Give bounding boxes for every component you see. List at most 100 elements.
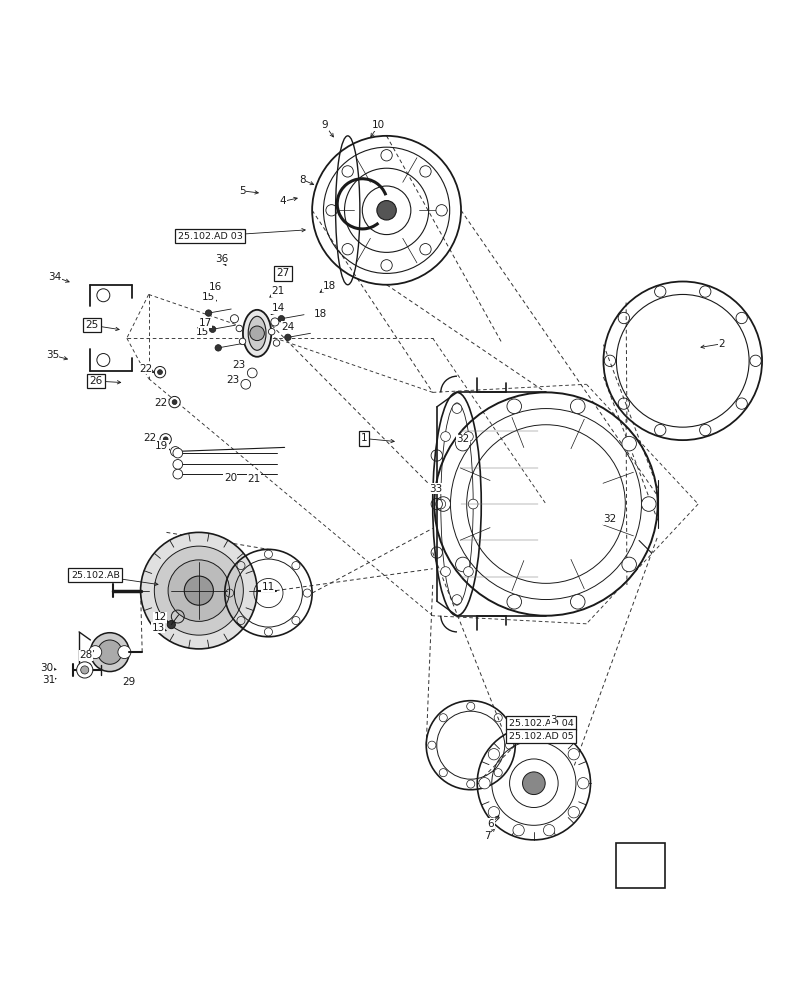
- Circle shape: [487, 749, 499, 760]
- Circle shape: [570, 399, 584, 414]
- Circle shape: [184, 576, 213, 605]
- Circle shape: [271, 318, 279, 326]
- Circle shape: [543, 825, 554, 836]
- Circle shape: [157, 370, 162, 375]
- Text: 22: 22: [143, 433, 156, 443]
- Circle shape: [239, 338, 246, 345]
- Circle shape: [250, 326, 264, 341]
- Circle shape: [268, 328, 275, 335]
- Circle shape: [169, 396, 180, 408]
- Circle shape: [478, 778, 490, 789]
- Text: 22: 22: [154, 398, 167, 408]
- Circle shape: [568, 807, 579, 818]
- Circle shape: [88, 646, 101, 659]
- Text: 19: 19: [155, 441, 168, 451]
- Text: 7: 7: [483, 831, 490, 841]
- Text: 10: 10: [371, 120, 384, 130]
- Circle shape: [163, 437, 168, 442]
- Circle shape: [641, 497, 655, 511]
- Circle shape: [506, 399, 521, 414]
- Text: 18: 18: [313, 309, 327, 319]
- Circle shape: [90, 633, 129, 672]
- Circle shape: [97, 640, 122, 664]
- Circle shape: [168, 560, 230, 621]
- Text: 12: 12: [153, 612, 166, 622]
- Circle shape: [97, 289, 109, 302]
- Text: 24: 24: [281, 322, 294, 332]
- Circle shape: [468, 499, 478, 509]
- Circle shape: [440, 567, 450, 576]
- Circle shape: [215, 345, 221, 351]
- Text: 25.102.AD 03: 25.102.AD 03: [178, 232, 242, 241]
- Circle shape: [463, 567, 473, 576]
- Circle shape: [577, 778, 588, 789]
- Circle shape: [236, 325, 242, 332]
- Text: 15: 15: [202, 292, 215, 302]
- Circle shape: [568, 749, 579, 760]
- Text: 31: 31: [41, 675, 55, 685]
- Text: 15: 15: [195, 327, 208, 337]
- Circle shape: [506, 595, 521, 609]
- Circle shape: [621, 557, 636, 572]
- Text: 35: 35: [45, 350, 59, 360]
- Text: 16: 16: [208, 282, 221, 292]
- Circle shape: [118, 646, 131, 659]
- Circle shape: [436, 499, 445, 509]
- Ellipse shape: [242, 310, 271, 357]
- Circle shape: [160, 434, 171, 445]
- Circle shape: [205, 310, 212, 316]
- Text: 23: 23: [226, 375, 239, 385]
- Circle shape: [278, 315, 285, 322]
- Text: 29: 29: [122, 677, 135, 687]
- Circle shape: [170, 447, 180, 456]
- Circle shape: [455, 436, 470, 451]
- Text: 11: 11: [261, 582, 275, 592]
- Circle shape: [230, 315, 238, 323]
- Text: 21: 21: [247, 474, 260, 484]
- Circle shape: [154, 366, 165, 378]
- Circle shape: [167, 621, 175, 629]
- Circle shape: [452, 595, 461, 604]
- Text: 8: 8: [298, 175, 306, 185]
- Text: 13: 13: [152, 623, 165, 633]
- Circle shape: [80, 666, 88, 674]
- Text: 21: 21: [271, 286, 285, 296]
- Circle shape: [419, 244, 431, 255]
- Circle shape: [455, 557, 470, 572]
- Text: 30: 30: [40, 663, 54, 673]
- Text: 17: 17: [199, 318, 212, 328]
- Circle shape: [543, 731, 554, 742]
- FancyBboxPatch shape: [616, 843, 664, 888]
- Circle shape: [341, 166, 353, 177]
- Circle shape: [241, 379, 251, 389]
- Text: 6: 6: [487, 819, 494, 829]
- Circle shape: [419, 166, 431, 177]
- Text: 22: 22: [139, 364, 152, 374]
- Text: 33: 33: [429, 484, 442, 494]
- Ellipse shape: [248, 316, 266, 350]
- Circle shape: [380, 260, 392, 271]
- Text: 18: 18: [322, 281, 335, 291]
- Text: 34: 34: [48, 272, 62, 282]
- Text: 32: 32: [456, 434, 469, 444]
- Circle shape: [570, 595, 584, 609]
- Circle shape: [154, 546, 243, 635]
- Circle shape: [140, 532, 257, 649]
- Circle shape: [273, 340, 280, 346]
- Circle shape: [522, 772, 544, 795]
- Circle shape: [376, 201, 396, 220]
- Text: 3: 3: [549, 715, 556, 725]
- Circle shape: [325, 205, 337, 216]
- Circle shape: [341, 244, 353, 255]
- Text: 1: 1: [360, 433, 367, 443]
- Text: 25.102.AD 04: 25.102.AD 04: [508, 719, 573, 728]
- Circle shape: [172, 400, 177, 405]
- Text: 20: 20: [224, 473, 237, 483]
- Circle shape: [173, 469, 182, 479]
- Circle shape: [209, 326, 216, 332]
- Text: 27: 27: [276, 268, 290, 278]
- Text: 25: 25: [85, 320, 98, 330]
- Text: 26: 26: [89, 376, 102, 386]
- Text: 9: 9: [321, 120, 328, 130]
- Text: 36: 36: [215, 254, 228, 264]
